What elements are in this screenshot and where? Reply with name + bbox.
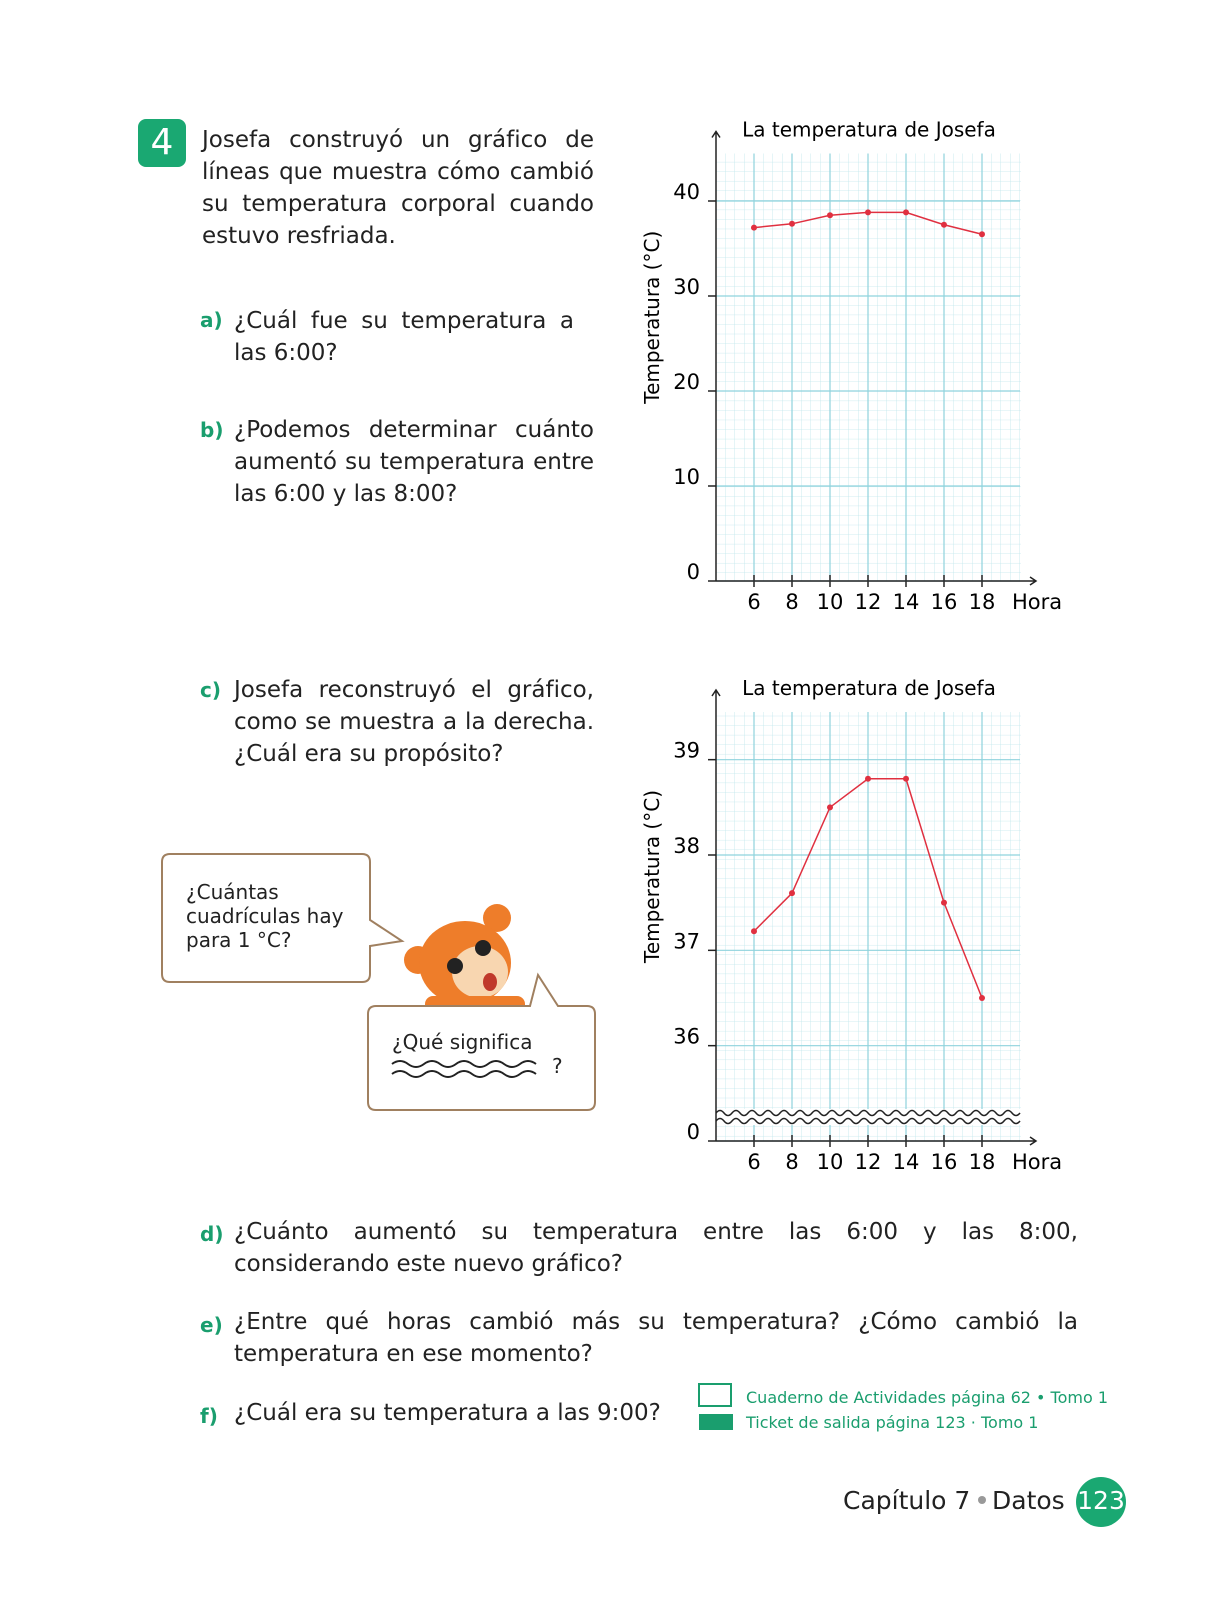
x-tick-label: 14 xyxy=(893,590,920,614)
y-axis xyxy=(711,130,721,581)
question-text: ¿Cuánto aumentó su temperatura entre las… xyxy=(234,1219,1078,1277)
question-label: a) xyxy=(200,308,223,332)
x-tick-label: 12 xyxy=(855,590,882,614)
y-axis-label: Temperatura (°C) xyxy=(640,231,664,405)
chapter: Capítulo 7 xyxy=(843,1486,971,1515)
problem-number: 4 xyxy=(138,119,186,167)
y-tick-label: 20 xyxy=(673,370,700,394)
x-tick-label: 6 xyxy=(747,590,760,614)
data-point xyxy=(789,890,795,897)
data-point xyxy=(751,928,757,935)
x-axis-label: Hora xyxy=(1012,590,1062,614)
x-axis xyxy=(716,1136,1038,1146)
bubble-text: ¿Cuántas cuadrículas hay para 1 °C? xyxy=(186,880,344,952)
question-label: f) xyxy=(200,1404,218,1428)
x-tick-label: 8 xyxy=(785,590,798,614)
question-text: Josefa reconstruyó el gráfico, como se m… xyxy=(234,677,594,767)
reference: Cuaderno de Actividades página 62 • Tomo… xyxy=(746,1388,1109,1407)
separator-dot xyxy=(978,1496,986,1504)
question-text: ¿Cuál era su temperatura a las 9:00? xyxy=(234,1400,661,1426)
x-tick-label: 12 xyxy=(855,1150,882,1174)
x-tick-label: 8 xyxy=(785,1150,798,1174)
ticket-icon xyxy=(699,1414,733,1430)
data-point xyxy=(903,209,909,216)
question-label: e) xyxy=(200,1313,223,1337)
question-label: b) xyxy=(200,418,224,442)
y-tick-label: 10 xyxy=(673,465,700,489)
y-axis xyxy=(711,688,721,1141)
x-tick-label: 14 xyxy=(893,1150,920,1174)
data-point xyxy=(941,899,947,906)
x-tick-label: 10 xyxy=(817,590,844,614)
y-tick-label: 38 xyxy=(673,834,700,858)
data-point xyxy=(827,804,833,811)
y-tick-label: 39 xyxy=(673,739,700,763)
question-text: ¿Podemos determinar cuánto aumentó su te… xyxy=(234,417,594,507)
x-tick-label: 16 xyxy=(931,1150,958,1174)
y-tick-label: 0 xyxy=(687,1120,700,1144)
y-tick-label: 0 xyxy=(687,560,700,584)
x-tick-label: 18 xyxy=(969,1150,996,1174)
question-text: ¿Entre qué horas cambió más su temperatu… xyxy=(234,1309,1078,1367)
data-point xyxy=(941,221,947,228)
page-number: 123 xyxy=(1077,1486,1125,1515)
x-tick-label: 6 xyxy=(747,1150,760,1174)
data-point xyxy=(903,775,909,782)
y-axis-label: Temperatura (°C) xyxy=(640,790,664,964)
x-axis xyxy=(716,576,1038,586)
y-tick-label: 40 xyxy=(673,180,700,204)
speech-bubble xyxy=(161,853,405,983)
x-axis-label: Hora xyxy=(1012,1150,1062,1174)
data-point xyxy=(865,775,871,782)
book-icon xyxy=(698,1383,732,1407)
data-point xyxy=(865,209,871,216)
data-point xyxy=(789,220,795,227)
wavy-underline xyxy=(391,1060,537,1078)
data-point xyxy=(979,995,985,1001)
y-tick-label: 30 xyxy=(673,275,700,299)
data-point xyxy=(979,231,985,238)
data-point xyxy=(827,212,833,219)
x-tick-label: 18 xyxy=(969,590,996,614)
x-tick-label: 10 xyxy=(817,1150,844,1174)
x-tick-label: 16 xyxy=(931,590,958,614)
reference: Ticket de salida página 123 · Tomo 1 xyxy=(746,1413,1039,1432)
speech-bubble xyxy=(367,972,596,1111)
question-label: d) xyxy=(200,1222,224,1246)
chart-title: La temperatura de Josefa xyxy=(742,118,996,142)
bubble-text: ¿Qué significa xyxy=(392,1030,533,1054)
page-number-badge xyxy=(1076,1477,1126,1527)
axis-break xyxy=(715,1109,1021,1125)
y-tick-label: 37 xyxy=(673,929,700,953)
axis-break-gap xyxy=(717,1109,1021,1125)
section: Datos xyxy=(992,1486,1065,1515)
hamster-illustration xyxy=(404,904,525,1018)
question-label: c) xyxy=(200,678,221,702)
question-text: ¿Cuál fue su temperatura a las 6:00? xyxy=(234,308,574,366)
problem-text: Josefa construyó un gráfico de líneas qu… xyxy=(202,127,594,249)
data-point xyxy=(751,224,757,231)
y-tick-label: 36 xyxy=(673,1025,700,1049)
bubble-text: ? xyxy=(552,1054,563,1078)
chart-title: La temperatura de Josefa xyxy=(742,676,996,700)
